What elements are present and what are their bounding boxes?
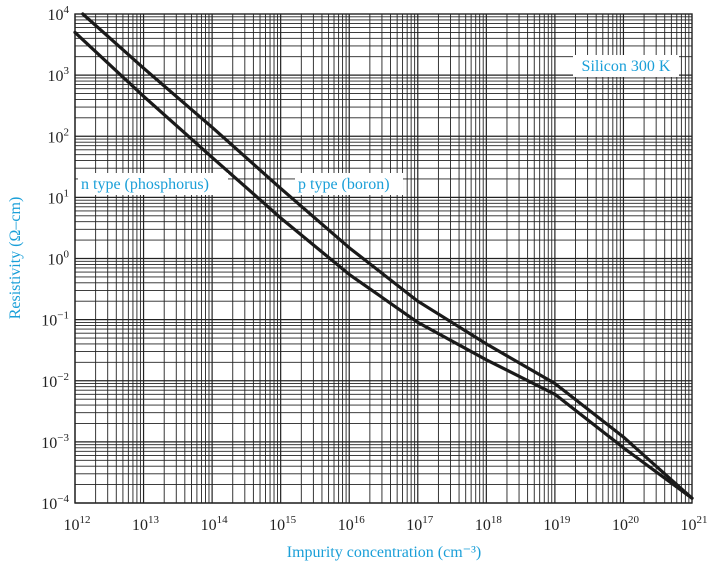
curve-p-type <box>81 12 694 500</box>
x-tick-label: 1020 <box>612 514 640 534</box>
x-tick-label: 1016 <box>338 514 366 534</box>
x-tick-label: 1017 <box>406 514 434 534</box>
x-tick-label: 1013 <box>132 514 160 534</box>
grid-lines <box>74 14 692 504</box>
x-tick-label: 1012 <box>64 514 91 534</box>
x-tick-label: 1019 <box>543 514 571 534</box>
y-tick-label: 100 <box>48 249 70 269</box>
y-tick-label: 10−3 <box>41 432 69 452</box>
x-tick-label: 1021 <box>681 514 707 534</box>
curve-n-type <box>73 30 694 500</box>
y-tick-labels: 10−4 10−3 10−2 10−1 100 101 102 103 104 <box>41 4 69 513</box>
y-tick-label: 102 <box>48 126 70 146</box>
x-tick-label: 1015 <box>269 514 297 534</box>
x-tick-label: 1014 <box>201 514 229 534</box>
curves <box>73 12 694 500</box>
y-tick-label: 10−4 <box>41 493 69 513</box>
silicon-label: Silicon 300 K <box>573 55 679 77</box>
n-type-label: n type (phosphorus) <box>78 173 228 195</box>
plot-frame <box>74 13 693 504</box>
x-axis-title: Impurity concentration (cm⁻³) <box>287 544 482 561</box>
y-axis-title: Resistivity (Ω–cm) <box>7 197 24 320</box>
n-type-label-text: n type (phosphorus) <box>81 176 209 193</box>
silicon-label-text: Silicon 300 K <box>582 58 671 75</box>
y-tick-label: 104 <box>48 4 70 24</box>
x-tick-labels: 1012 1013 1014 1015 1016 1017 1018 1019 1020 1021 <box>64 514 707 534</box>
y-tick-label: 10−1 <box>41 310 69 330</box>
x-tick-label: 1018 <box>475 514 503 534</box>
y-tick-label: 101 <box>48 187 70 207</box>
y-tick-label: 10−2 <box>41 371 69 391</box>
p-type-label: p type (boron) <box>295 173 403 195</box>
p-type-label-text: p type (boron) <box>298 176 390 193</box>
y-tick-label: 103 <box>48 65 70 85</box>
